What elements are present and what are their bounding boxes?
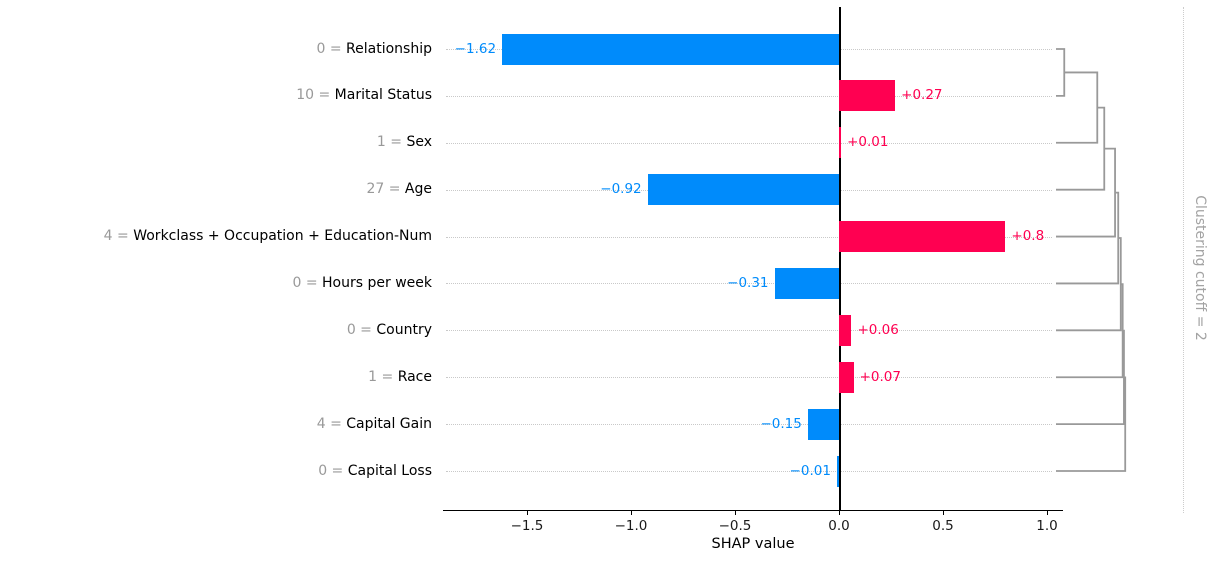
shap-bar-workclass-occupation-education-num	[839, 221, 1006, 253]
feature-value: 0 =	[292, 274, 323, 291]
shap-bar-country	[839, 314, 852, 346]
shap-bar-age	[647, 174, 839, 206]
y-axis-label: 4 = Capital Gain	[0, 409, 432, 440]
feature-name: Workclass + Occupation + Education-Num	[133, 228, 432, 245]
bar-value-label: +0.01	[847, 134, 889, 151]
feature-name: Relationship	[346, 40, 432, 57]
feature-name: Race	[397, 368, 432, 385]
feature-value: 1 =	[376, 134, 407, 151]
x-tick-label: −1.5	[510, 518, 544, 534]
feature-value: 27 =	[366, 181, 405, 198]
clustering-cutoff-line	[1183, 7, 1184, 513]
shap-bar-hours-per-week	[774, 267, 839, 299]
feature-value: 4 =	[316, 415, 347, 432]
bar-value-label: −1.62	[454, 40, 497, 57]
x-tick	[1047, 510, 1049, 515]
bar-value-label: −0.15	[760, 415, 802, 432]
feature-name: Marital Status	[334, 87, 432, 104]
feature-value: 1 =	[368, 368, 398, 385]
bar-value-label: −0.01	[789, 462, 831, 479]
row-gridline	[446, 95, 1052, 97]
shap-bar-race	[839, 361, 854, 393]
feature-name: Capital Loss	[347, 462, 432, 479]
x-tick	[527, 510, 529, 515]
y-axis-label: 0 = Relationship	[0, 34, 433, 65]
bar-value-label: +0.8	[1011, 228, 1045, 245]
y-axis-label: 10 = Marital Status	[0, 80, 432, 111]
feature-name: Age	[404, 181, 432, 198]
bar-value-label: +0.07	[859, 368, 901, 385]
feature-name: Country	[376, 321, 432, 338]
feature-value: 0 =	[346, 321, 377, 338]
y-axis-label: 0 = Country	[0, 315, 432, 346]
bar-value-label: −0.31	[727, 274, 769, 291]
x-tick-label: 0.5	[932, 518, 954, 534]
row-gridline	[446, 471, 1052, 472]
row-gridline	[446, 330, 1052, 332]
bar-value-label: +0.27	[901, 87, 943, 104]
x-tick-label: −1.0	[614, 518, 648, 534]
feature-name: Sex	[406, 134, 432, 151]
x-tick-label: 0.0	[828, 518, 850, 534]
bar-value-label: +0.06	[857, 321, 899, 338]
x-tick	[735, 510, 737, 515]
y-axis-label: 27 = Age	[0, 174, 432, 205]
row-gridline	[446, 142, 1052, 144]
x-axis-label: SHAP value	[711, 536, 795, 552]
dendrogram-links	[1056, 48, 1127, 472]
y-axis-label: 1 = Sex	[0, 127, 432, 158]
feature-value: 0 =	[316, 40, 347, 57]
clustering-cutoff-label: Clustering cutoff = 2	[1192, 195, 1208, 341]
y-axis-label: 0 = Hours per week	[0, 268, 432, 299]
bar-value-label: −0.92	[600, 181, 642, 198]
x-tick-label: −0.5	[718, 518, 752, 534]
feature-name: Hours per week	[322, 274, 432, 291]
row-gridline	[446, 283, 1052, 285]
shap-bar-relationship	[502, 33, 839, 65]
feature-value: 0 =	[318, 462, 348, 479]
y-axis-label: 0 = Capital Loss	[0, 456, 432, 487]
x-tick	[839, 510, 841, 515]
feature-value: 4 =	[103, 228, 134, 245]
row-gridline	[446, 377, 1052, 379]
zero-baseline-line	[839, 7, 841, 510]
y-axis-label: 4 = Workclass + Occupation + Education-N…	[0, 221, 432, 252]
x-tick-label: 1.0	[1036, 518, 1058, 534]
y-axis-label: 1 = Race	[0, 362, 432, 393]
row-gridline	[446, 424, 1052, 426]
feature-name: Capital Gain	[346, 415, 432, 432]
shap-bar-capital-loss	[836, 455, 839, 487]
feature-value: 10 =	[296, 87, 335, 104]
x-tick	[631, 510, 633, 515]
x-axis-spine	[443, 510, 1063, 512]
shap-bar-capital-gain	[807, 408, 839, 440]
x-tick	[943, 510, 945, 515]
shap-bar-marital-status	[839, 80, 896, 112]
row-gridline	[446, 236, 1052, 238]
shap-bar-sex	[839, 127, 842, 159]
